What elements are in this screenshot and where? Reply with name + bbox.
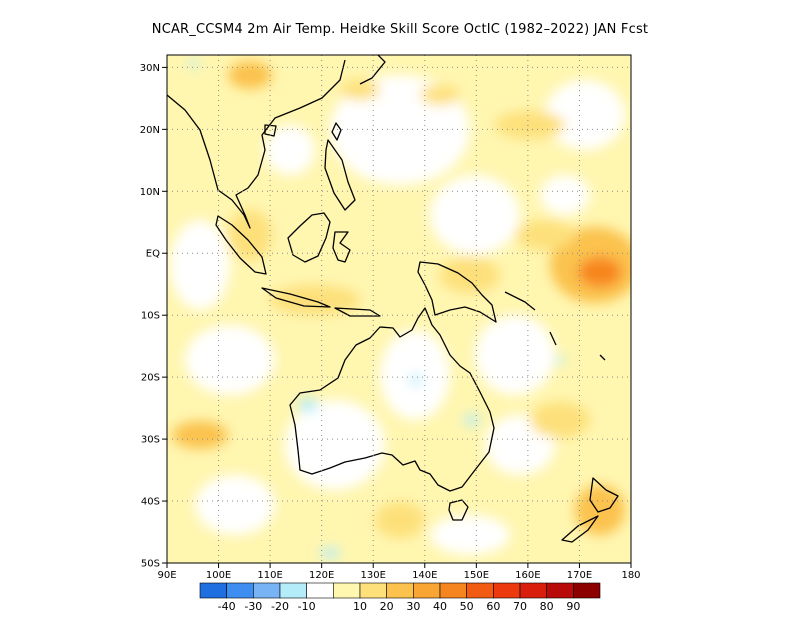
colorbar-label: 90 (566, 600, 580, 613)
lon-tick-label: 140E (412, 570, 437, 581)
lat-tick-label: 40S (141, 497, 160, 508)
colorbar-swatch (279, 582, 307, 599)
colorbar-swatch (386, 582, 414, 599)
colorbar-label: 40 (433, 600, 447, 613)
colorbar-swatch (226, 582, 254, 599)
lat-tick-label: EQ (146, 249, 160, 260)
colorbar-swatch (359, 582, 387, 599)
axis-ticks (162, 66, 632, 568)
lat-tick-label: 20N (140, 125, 160, 136)
lon-tick-label: 130E (361, 570, 386, 581)
colorbar-label: 20 (380, 600, 394, 613)
colorbar-label: 50 (460, 600, 474, 613)
colorbar-swatch (306, 582, 334, 599)
colorbar-label: 60 (486, 600, 500, 613)
lat-tick-label: 10N (140, 187, 160, 198)
lon-tick-label: 180 (621, 570, 640, 581)
skill-score-field (167, 55, 631, 563)
map-frame (166, 54, 632, 564)
longitude-labels: 90E 100E 110E 120E 130E 140E 150E 160E 170E 180 (157, 570, 640, 581)
lon-tick-label: 90E (157, 570, 176, 581)
latitude-labels: 30N 20N 10N EQ 10S 20S 30S 40S 50S (140, 63, 160, 570)
colorbar-label: 30 (406, 600, 420, 613)
lon-tick-label: 100E (206, 570, 231, 581)
lon-tick-label: 120E (309, 570, 334, 581)
lon-tick-label: 170E (567, 570, 592, 581)
colorbar-label: -30 (244, 600, 262, 613)
lat-tick-label: 50S (141, 559, 160, 570)
colorbar: -40 -30 -20 -10 10 20 30 40 50 60 70 80 90 (199, 582, 601, 613)
colorbar-label: -20 (271, 600, 289, 613)
lon-tick-label: 110E (257, 570, 282, 581)
colorbar-swatch (573, 582, 601, 599)
colorbar-swatch (546, 582, 574, 599)
colorbar-label: 80 (540, 600, 554, 613)
lat-tick-label: 20S (141, 373, 160, 384)
colorbar-swatch (519, 582, 547, 599)
colorbar-label: -10 (298, 600, 316, 613)
lat-tick-label: 30N (140, 63, 160, 74)
colorbar-swatch (199, 582, 227, 599)
coastlines (167, 55, 619, 543)
colorbar-swatch (333, 582, 361, 599)
colorbar-swatch (493, 582, 521, 599)
colorbar-label: -40 (218, 600, 236, 613)
chart-title: NCAR_CCSM4 2m Air Temp. Heidke Skill Sco… (151, 22, 649, 37)
colorbar-swatch (439, 582, 467, 599)
colorbar-label: 70 (513, 600, 527, 613)
lat-tick-label: 30S (141, 435, 160, 446)
colorbar-label: 10 (353, 600, 367, 613)
lon-tick-label: 150E (464, 570, 489, 581)
colorbar-swatch (466, 582, 494, 599)
lat-tick-label: 10S (141, 311, 160, 322)
colorbar-swatch (413, 582, 441, 599)
colorbar-swatches (199, 582, 601, 599)
colorbar-swatch (253, 582, 281, 599)
lon-tick-label: 160E (515, 570, 540, 581)
colorbar-labels: -40 -30 -20 -10 10 20 30 40 50 60 70 80 90 (218, 600, 581, 613)
